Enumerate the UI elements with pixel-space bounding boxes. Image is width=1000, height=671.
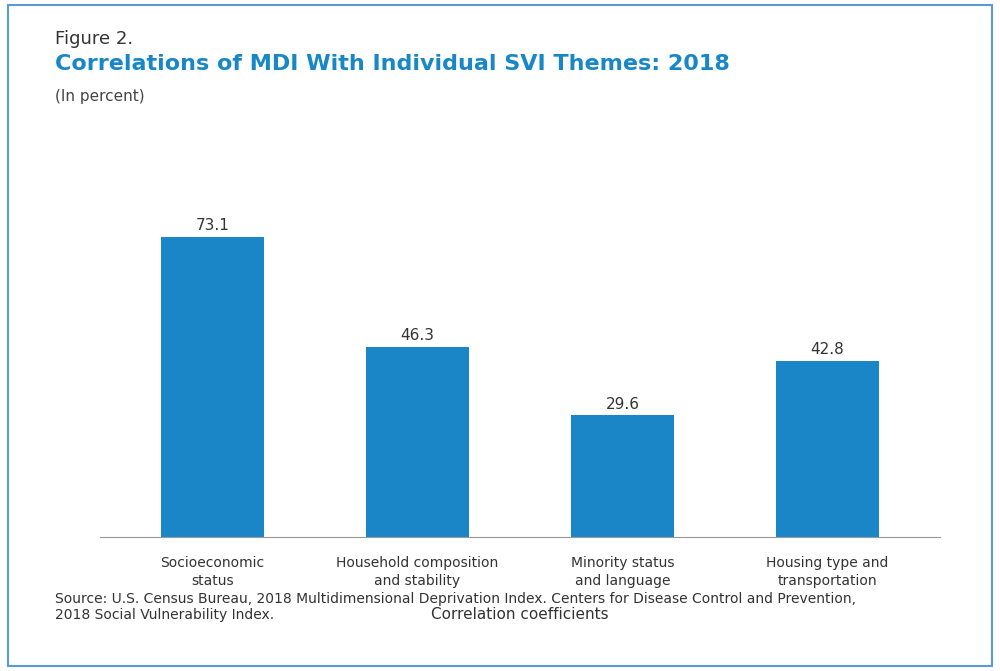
Text: 46.3: 46.3: [401, 328, 435, 343]
Text: 42.8: 42.8: [810, 342, 844, 358]
Bar: [776, 361, 879, 537]
Text: Correlations of MDI With Individual SVI Themes: 2018: Correlations of MDI With Individual SVI …: [55, 54, 730, 74]
Bar: [366, 347, 469, 537]
Text: Figure 2.: Figure 2.: [55, 30, 133, 48]
X-axis label: Correlation coefficients: Correlation coefficients: [431, 607, 609, 623]
Bar: [571, 415, 674, 537]
Text: 29.6: 29.6: [605, 397, 639, 411]
Text: 73.1: 73.1: [196, 218, 230, 233]
Text: Source: U.S. Census Bureau, 2018 Multidimensional Deprivation Index. Centers for: Source: U.S. Census Bureau, 2018 Multidi…: [55, 592, 856, 622]
Bar: [161, 237, 264, 537]
Text: (In percent): (In percent): [55, 89, 145, 103]
